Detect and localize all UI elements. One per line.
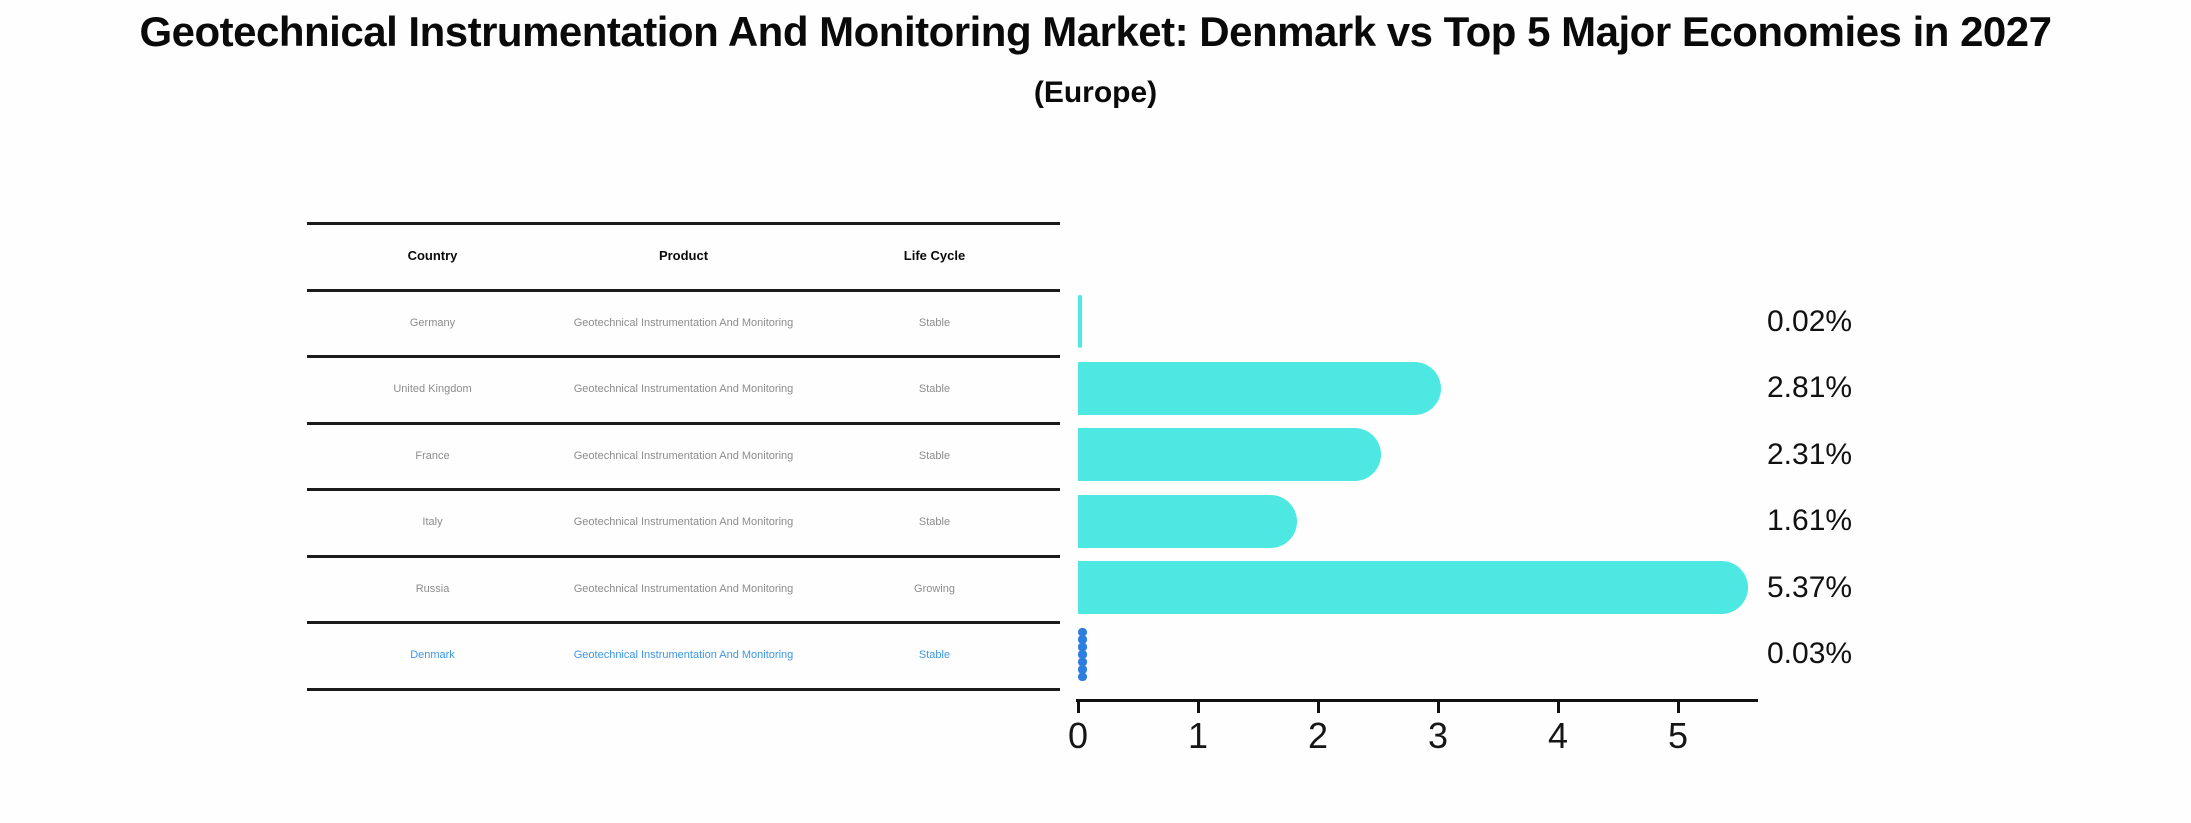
product-cell: Geotechnical Instrumentation And Monitor… [573, 649, 794, 662]
life-cycle-cell: Stable [918, 316, 951, 329]
product-cell: Geotechnical Instrumentation And Monitor… [573, 449, 794, 462]
chart-subtitle: (Europe) [1033, 76, 1158, 109]
country-cell: Germany [409, 316, 456, 329]
x-axis-tick [1076, 702, 1080, 713]
product-cell: Geotechnical Instrumentation And Monitor… [573, 516, 794, 529]
bar-italy [1078, 494, 1298, 548]
column-header-life-cycle: Life Cycle [903, 248, 966, 264]
bar-value-label: 0.03% [1767, 637, 1853, 671]
bar-value-label: 5.37% [1767, 570, 1853, 604]
bar-value-label: 2.81% [1767, 371, 1853, 405]
table-row: Italy Geotechnical Instrumentation And M… [307, 491, 1060, 558]
x-axis-tick-label: 0 [1067, 715, 1089, 756]
table-row-denmark: Denmark Geotechnical Instrumentation And… [307, 624, 1060, 691]
chart-title: Geotechnical Instrumentation And Monitor… [139, 8, 2052, 55]
x-axis-tick [1196, 702, 1200, 713]
country-cell: Russia [415, 582, 450, 595]
life-cycle-cell: Stable [918, 516, 951, 529]
product-cell: Geotechnical Instrumentation And Monitor… [573, 383, 794, 396]
bar-value-label: 0.02% [1767, 304, 1853, 338]
x-axis-tick [1316, 702, 1320, 713]
product-cell: Geotechnical Instrumentation And Monitor… [573, 582, 794, 595]
x-axis-tick [1676, 702, 1680, 713]
bar-value-label: 2.31% [1767, 437, 1853, 471]
product-cell: Geotechnical Instrumentation And Monitor… [573, 316, 794, 329]
x-axis [1076, 699, 1758, 702]
x-axis-tick [1556, 702, 1560, 713]
x-axis-tick-label: 1 [1187, 715, 1209, 756]
table-row: United Kingdom Geotechnical Instrumentat… [307, 358, 1060, 425]
x-axis-tick [1436, 702, 1440, 713]
life-cycle-cell: Stable [918, 449, 951, 462]
life-cycle-cell: Stable [918, 383, 951, 396]
x-axis-tick-label: 2 [1307, 715, 1329, 756]
life-cycle-cell: Stable [918, 649, 951, 662]
table-row: Russia Geotechnical Instrumentation And … [307, 558, 1060, 624]
country-cell: Italy [422, 516, 443, 529]
country-cell: France [415, 449, 450, 462]
table-row: Germany Geotechnical Instrumentation And… [307, 292, 1060, 358]
country-cell: United Kingdom [393, 383, 472, 396]
bar-denmark [1078, 627, 1087, 681]
bar-germany [1078, 295, 1082, 349]
table-header-row: Country Product Life Cycle [307, 225, 1060, 292]
column-header-product: Product [658, 248, 709, 264]
bar-united-kingdom [1078, 361, 1442, 415]
bar-russia [1078, 561, 1749, 615]
country-table: Country Product Life Cycle Germany Geote… [307, 222, 1060, 691]
table-row: France Geotechnical Instrumentation And … [307, 425, 1060, 491]
bar-france [1078, 428, 1382, 482]
life-cycle-cell: Growing [914, 582, 955, 595]
x-axis-tick-label: 4 [1547, 715, 1569, 756]
x-axis-tick-label: 5 [1667, 715, 1689, 756]
bar-value-label: 1.61% [1767, 504, 1853, 538]
country-cell: Denmark [410, 649, 455, 662]
x-axis-tick-label: 3 [1427, 715, 1449, 756]
column-header-country: Country [407, 248, 458, 264]
